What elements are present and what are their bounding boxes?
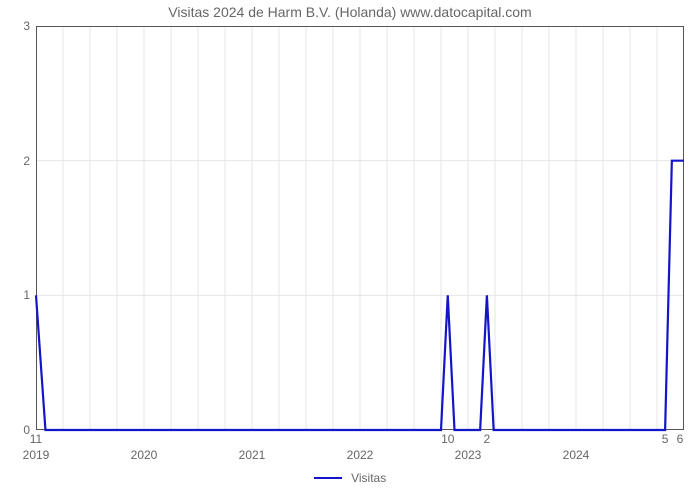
x-year-label: 2020 [131, 430, 158, 462]
x-year-label: 2022 [347, 430, 374, 462]
data-line-layer [36, 26, 684, 430]
legend-label: Visitas [351, 471, 386, 485]
chart-container: { "chart": { "type": "line", "title": "V… [0, 0, 700, 500]
x-value-label: 5 [662, 430, 669, 446]
x-value-label: 11 [30, 430, 42, 446]
x-value-label: 10 [441, 430, 454, 446]
visits-line [36, 161, 684, 430]
plot-area: 01232019202020212022202320241110256 [36, 26, 684, 430]
x-value-label: 6 [677, 430, 684, 446]
x-year-label: 2024 [563, 430, 590, 462]
y-tick-label: 1 [23, 288, 36, 302]
legend-swatch [314, 477, 342, 479]
x-year-label: 2021 [239, 430, 266, 462]
x-value-label: 2 [484, 430, 491, 446]
y-tick-label: 3 [23, 19, 36, 33]
y-tick-label: 2 [23, 154, 36, 168]
legend: Visitas [0, 470, 700, 485]
chart-title: Visitas 2024 de Harm B.V. (Holanda) www.… [0, 4, 700, 20]
x-year-label: 2023 [455, 430, 482, 462]
